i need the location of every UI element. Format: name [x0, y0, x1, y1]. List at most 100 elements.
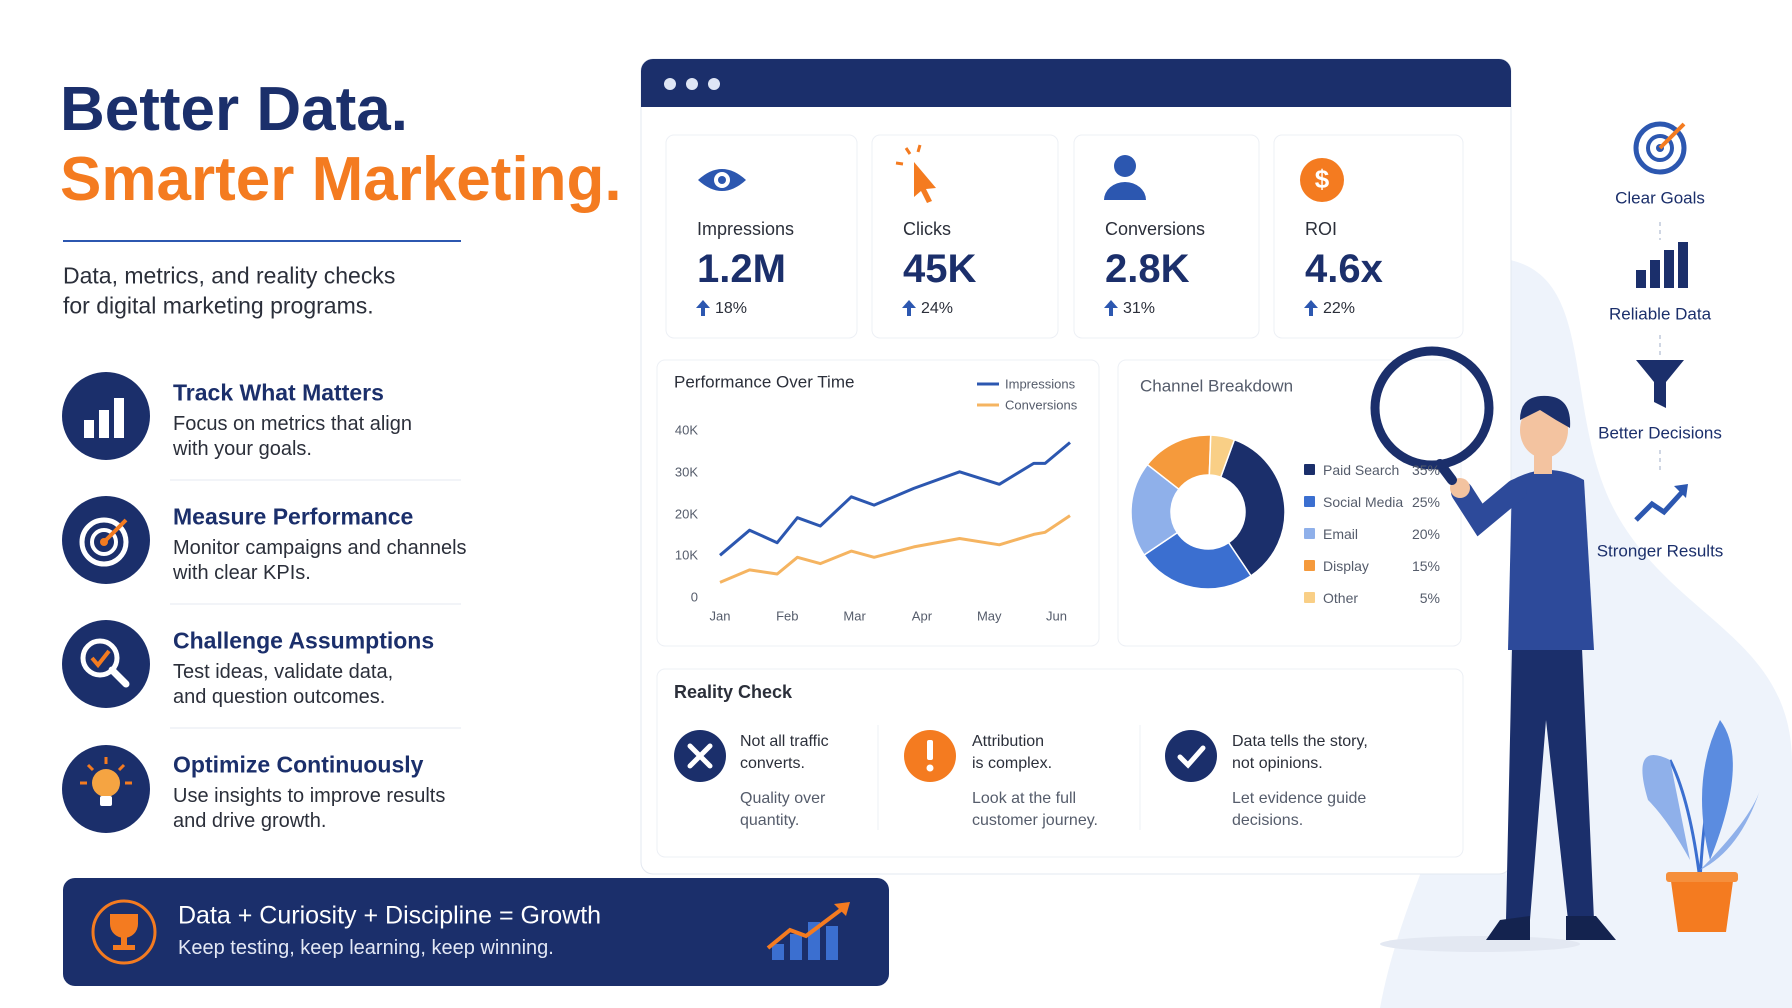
reality-icons — [674, 725, 1217, 830]
banner-subtitle: Keep testing, keep learning, keep winnin… — [178, 937, 554, 959]
reality-note: decisions. — [1232, 812, 1304, 829]
feature-description: Monitor campaigns and channels — [173, 537, 467, 559]
x-tick-label: Apr — [911, 608, 933, 624]
feature-title: Optimize Continuously — [173, 751, 424, 778]
feature-description: and question outcomes. — [173, 686, 386, 708]
kpi-value: 45K — [903, 247, 977, 291]
x-tick-label: Mar — [843, 608, 866, 624]
kpi-arrow — [696, 300, 710, 316]
value-label: 35% — [1411, 462, 1440, 478]
chart-title: Performance Over Time — [674, 372, 855, 392]
legend-swatch — [1304, 592, 1315, 603]
banner-icons — [91, 899, 850, 965]
subtitle: Data, metrics, and reality checks — [63, 262, 396, 289]
banner-title: Data + Curiosity + Discipline = Growth — [178, 901, 602, 930]
reality-title: converts. — [740, 755, 805, 772]
feature-description: with your goals. — [173, 438, 312, 460]
kpi-icons: $ — [698, 144, 1344, 203]
reality-title: Data tells the story, — [1232, 733, 1368, 750]
feature-description: and drive growth. — [173, 810, 327, 832]
legend-label: Social Media — [1323, 494, 1404, 510]
legend-swatch — [1304, 464, 1315, 475]
principle-label: Better Decisions — [1598, 423, 1722, 443]
donut-slice — [1219, 438, 1286, 577]
legend-label: Email — [1323, 526, 1359, 542]
legend-swatch — [1304, 560, 1315, 571]
feature-title: Challenge Assumptions — [173, 627, 435, 654]
kpi-change: 22% — [1323, 300, 1356, 317]
reality-title: is complex. — [972, 755, 1053, 772]
principle-icons — [1633, 121, 1688, 522]
donut-slice — [1208, 434, 1236, 479]
title: Better Data. — [60, 75, 408, 144]
donut-slice — [1143, 531, 1253, 590]
y-tick-label: 30K — [674, 464, 698, 480]
principle-label: Stronger Results — [1596, 541, 1724, 561]
reality-note: Let evidence guide — [1232, 790, 1367, 807]
legend-label: Other — [1323, 590, 1359, 606]
legend-label: Impressions — [1005, 376, 1076, 392]
feature-description: Use insights to improve results — [173, 785, 446, 807]
reality-note: quantity. — [740, 812, 800, 829]
feature-description: Test ideas, validate data, — [173, 661, 394, 683]
reality-title: Attribution — [972, 733, 1045, 750]
legend-label: Conversions — [1005, 397, 1078, 413]
kpi-change: 24% — [921, 300, 954, 317]
legend-label: Display — [1323, 558, 1369, 574]
legend-label: Paid Search — [1323, 462, 1400, 478]
x-tick-label: Jan — [709, 608, 731, 624]
y-tick-label: 40K — [674, 422, 698, 438]
x-tick-label: Jun — [1046, 608, 1068, 624]
feature-title: Track What Matters — [173, 379, 384, 406]
line — [719, 441, 1071, 557]
reality-note: Quality over — [740, 790, 826, 807]
x-tick-label: Feb — [776, 608, 799, 624]
legend-swatch — [1304, 528, 1315, 539]
section-title: Reality Check — [674, 682, 793, 702]
y-tick-label: 10K — [674, 547, 698, 563]
banner — [63, 878, 889, 986]
x-tick-label: May — [976, 608, 1002, 624]
reality-note: Look at the full — [972, 790, 1077, 807]
value-label: 20% — [1411, 526, 1440, 542]
feature-description: Focus on metrics that align — [173, 413, 412, 435]
svg-text:$: $ — [1315, 164, 1330, 194]
kpi-change: 31% — [1123, 300, 1156, 317]
principle-label: Clear Goals — [1615, 188, 1705, 208]
kpi-arrow — [1304, 300, 1318, 316]
feature-icons — [62, 372, 150, 833]
kpi-label: Clicks — [903, 219, 951, 239]
value-label: 25% — [1411, 494, 1440, 510]
reality-title: not opinions. — [1232, 755, 1323, 772]
subtitle: for digital marketing programs. — [63, 292, 374, 319]
kpi-label: Impressions — [697, 219, 795, 239]
reality-note: customer journey. — [972, 812, 1098, 829]
kpi-value: 2.8K — [1105, 247, 1190, 291]
window-dots — [664, 78, 720, 90]
feature-description: with clear KPIs. — [173, 562, 311, 584]
kpi-arrow — [902, 300, 916, 316]
y-tick-label: 20K — [674, 506, 698, 521]
kpi-value: 1.2M — [697, 247, 786, 291]
feature-separators — [170, 479, 461, 729]
value-label: 5% — [1419, 590, 1440, 606]
kpi-label: Conversions — [1105, 219, 1206, 239]
kpi-change: 18% — [715, 300, 748, 317]
window-header — [641, 59, 1511, 107]
plant — [1642, 720, 1760, 932]
y-tick-label: 0 — [690, 589, 698, 605]
person — [1370, 346, 1616, 952]
title: Smarter Marketing. — [60, 145, 622, 214]
principle-label: Reliable Data — [1608, 304, 1712, 324]
legend-swatch — [1304, 496, 1315, 507]
feature-title: Measure Performance — [173, 503, 414, 530]
kpi-label: ROI — [1305, 219, 1338, 239]
chart-title: Channel Breakdown — [1140, 376, 1294, 396]
kpi-value: 4.6x — [1305, 247, 1383, 291]
value-label: 15% — [1411, 558, 1440, 574]
reality-title: Not all traffic — [740, 733, 829, 750]
line — [719, 514, 1071, 584]
